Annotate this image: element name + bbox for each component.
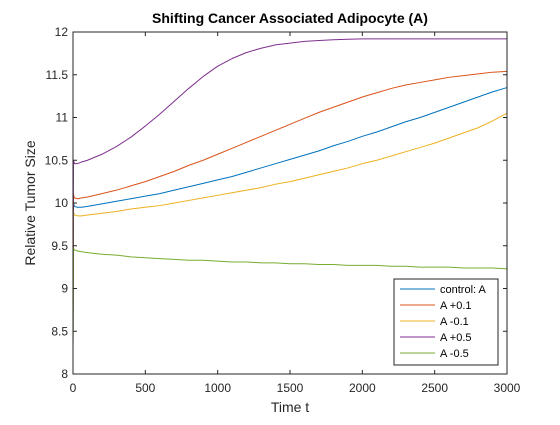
x-tick-label: 500 <box>135 381 155 395</box>
y-axis: 8 8.5 9 9.5 10 10.5 11 11.5 12 <box>45 25 507 381</box>
x-tick-label: 2000 <box>349 381 376 395</box>
series-line-1 <box>72 87 508 349</box>
legend-label: A -0.5 <box>440 348 469 360</box>
x-tick-label: 1000 <box>204 381 231 395</box>
x-tick-label: 3000 <box>494 381 521 395</box>
series-lines <box>72 38 508 349</box>
y-tick-label: 12 <box>55 25 69 39</box>
legend-label: A -0.1 <box>440 316 469 328</box>
y-tick-label: 11.5 <box>46 68 69 82</box>
y-tick-label: 9.5 <box>51 239 68 253</box>
y-axis-label: Relative Tumor Size <box>22 140 38 265</box>
y-tick-label: 11 <box>56 111 69 125</box>
series-line-3 <box>72 112 508 349</box>
chart-title: Shifting Cancer Associated Adipocyte (A) <box>152 10 428 26</box>
y-tick-label: 10 <box>55 196 69 210</box>
x-tick-label: 2500 <box>421 381 448 395</box>
y-tick-label: 8 <box>61 367 68 381</box>
series-line-4 <box>72 38 507 349</box>
x-axis-label: Time t <box>271 399 309 415</box>
legend-label: A +0.5 <box>440 332 472 344</box>
legend-label: A +0.1 <box>440 300 472 312</box>
legend-label: control: A <box>440 284 487 296</box>
y-tick-label: 10.5 <box>45 153 69 167</box>
x-axis: 0 500 1000 1500 2000 2500 3000 <box>70 32 521 395</box>
x-tick-label: 0 <box>70 381 77 395</box>
series-line-5 <box>72 247 508 349</box>
x-tick-label: 1500 <box>277 381 304 395</box>
legend-box <box>393 278 499 366</box>
legend: control: A A +0.1 A -0.1 A +0.5 A -0.5 <box>393 278 499 366</box>
y-tick-label: 9 <box>61 282 68 296</box>
y-tick-label: 8.5 <box>51 324 68 338</box>
series-line-2 <box>72 70 508 349</box>
